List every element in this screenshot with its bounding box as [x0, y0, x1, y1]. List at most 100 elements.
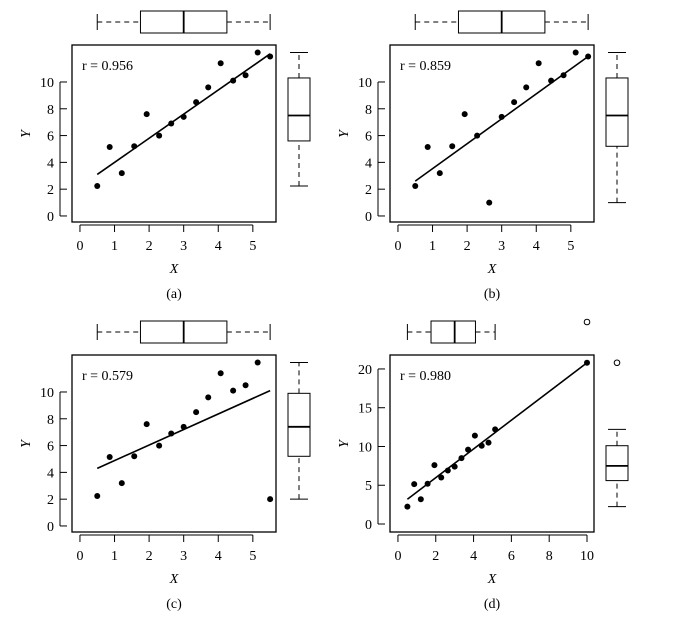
data-point — [560, 72, 567, 79]
data-point — [458, 455, 465, 462]
data-point — [230, 387, 237, 394]
y-tick-label: 4 — [47, 156, 54, 171]
y-tick-label: 2 — [47, 183, 54, 198]
y-tick-label: 0 — [47, 210, 54, 225]
data-point — [449, 143, 456, 150]
data-point — [205, 84, 212, 91]
panel-caption: (c) — [166, 597, 182, 612]
data-point — [230, 77, 237, 84]
data-point — [118, 170, 125, 177]
data-point — [523, 84, 530, 91]
data-point — [511, 99, 518, 106]
data-point — [404, 503, 411, 510]
correlation-annotation: r = 0.980 — [400, 369, 451, 384]
x-tick-label: 2 — [146, 239, 153, 254]
panel-caption: (a) — [166, 287, 182, 302]
box — [605, 445, 629, 482]
x-tick-label: 0 — [394, 549, 401, 564]
x-tick-label: 5 — [567, 239, 574, 254]
x-boxplot — [406, 318, 591, 344]
y-axis-label: Y — [19, 128, 34, 138]
data-point — [156, 442, 163, 449]
plot-frame — [389, 44, 595, 223]
outlier — [613, 359, 621, 367]
y-tick-label: 10 — [40, 386, 54, 401]
y-tick-label: 10 — [358, 76, 372, 91]
data-point — [143, 111, 150, 118]
x-axis: 0 1 2 3 4 5 — [76, 534, 256, 564]
y-tick-label: 6 — [365, 130, 372, 145]
y-boxplot — [605, 52, 629, 204]
data-point — [254, 49, 261, 56]
x-tick-label: 0 — [76, 549, 83, 564]
plot-frame — [389, 354, 595, 533]
data-point — [585, 53, 592, 60]
data-point — [438, 474, 445, 481]
panel-b: 0 1 2 3 4 5 0 2 4 6 8 10 X Y (b) r = 0.859 — [337, 10, 629, 302]
y-tick-label: 15 — [358, 402, 372, 417]
data-point — [106, 453, 113, 460]
data-point — [94, 492, 101, 499]
panel-d: 0 2 4 6 8 10 0 5 10 15 20 X Y (d) r = 0.980 — [337, 318, 629, 612]
y-axis-label: Y — [19, 438, 34, 448]
data-point — [431, 462, 438, 469]
x-tick-label: 2 — [432, 549, 439, 564]
correlation-annotation: r = 0.956 — [82, 59, 133, 74]
data-point — [572, 49, 579, 56]
data-point — [478, 442, 485, 449]
data-point — [168, 120, 175, 127]
y-tick-label: 20 — [358, 363, 372, 378]
outlier — [583, 318, 591, 326]
data-point — [143, 421, 150, 428]
panel-caption: (d) — [484, 597, 501, 612]
y-boxplot — [605, 359, 629, 508]
panel-a: 0 1 2 3 4 5 0 2 4 6 8 10 X Y (a) r = 0.956 — [19, 10, 311, 302]
y-tick-label: 0 — [365, 518, 372, 533]
y-axis: 0 5 10 15 20 — [358, 363, 385, 533]
data-point — [535, 60, 542, 67]
y-tick-label: 8 — [47, 413, 54, 428]
y-axis-label: Y — [337, 128, 352, 138]
data-point — [217, 60, 224, 67]
x-axis-label: X — [487, 572, 497, 587]
x-tick-label: 1 — [429, 239, 436, 254]
y-tick-label: 8 — [47, 103, 54, 118]
y-axis: 0 2 4 6 8 10 — [358, 76, 385, 225]
data-point — [180, 423, 187, 430]
data-point — [417, 496, 424, 503]
data-point — [474, 132, 481, 139]
y-boxplot — [287, 52, 311, 187]
data-point — [485, 439, 492, 446]
x-axis-label: X — [169, 262, 179, 277]
y-tick-label: 2 — [365, 183, 372, 198]
data-point — [254, 359, 261, 366]
data-point — [584, 359, 591, 366]
data-point — [156, 132, 163, 139]
x-axis: 0 1 2 3 4 5 — [76, 224, 256, 254]
data-point — [131, 453, 138, 460]
data-point — [118, 480, 125, 487]
x-tick-label: 3 — [498, 239, 505, 254]
panel-c: 0 1 2 3 4 5 0 2 4 6 8 10 X Y (c) r = 0.579 — [19, 320, 311, 612]
y-tick-label: 2 — [47, 493, 54, 508]
y-axis-label: Y — [337, 438, 352, 448]
x-tick-label: 4 — [470, 549, 477, 564]
x-boxplot — [414, 10, 589, 34]
x-tick-label: 1 — [111, 549, 118, 564]
data-point — [548, 77, 555, 84]
data-point — [444, 467, 451, 474]
data-point — [267, 53, 274, 60]
data-point — [131, 143, 138, 150]
x-tick-label: 10 — [580, 549, 594, 564]
data-point — [424, 143, 431, 150]
x-axis-label: X — [169, 572, 179, 587]
data-point — [205, 394, 212, 401]
x-tick-label: 4 — [533, 239, 540, 254]
x-axis: 0 2 4 6 8 10 — [394, 534, 594, 564]
x-boxplot — [96, 10, 271, 34]
y-tick-label: 4 — [365, 156, 372, 171]
data-point — [242, 72, 249, 79]
correlation-annotation: r = 0.859 — [400, 59, 451, 74]
y-boxplot — [287, 362, 311, 500]
x-tick-label: 1 — [111, 239, 118, 254]
